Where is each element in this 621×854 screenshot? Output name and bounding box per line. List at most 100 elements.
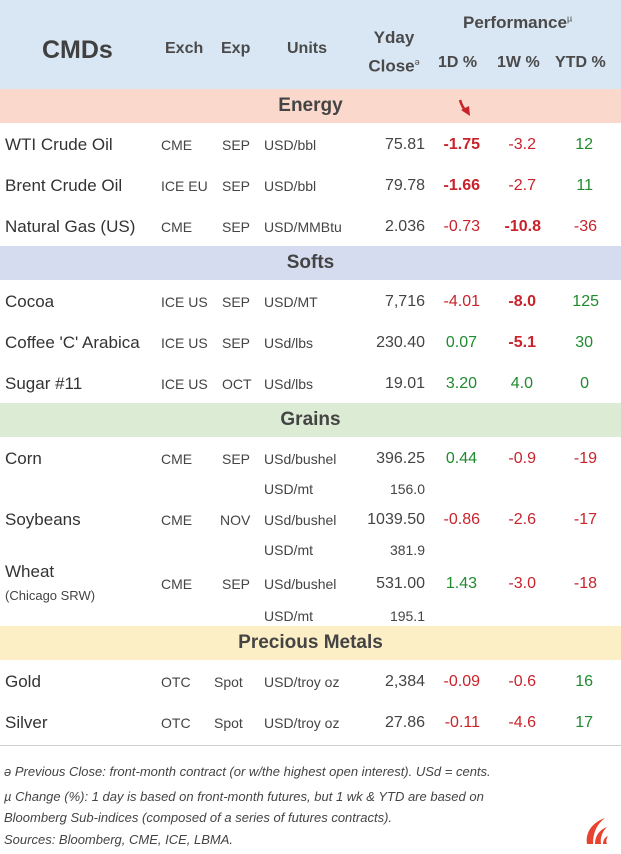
close-secondary: 195.1: [389, 608, 425, 624]
row-brent: Brent Crude Oil ICE EU SEP USD/bbl 79.78…: [0, 164, 621, 205]
exp: SEP: [222, 294, 251, 310]
change-1w: -5.1: [508, 334, 536, 351]
commodity-name: Natural Gas (US): [5, 217, 136, 236]
change-1w: -2.6: [508, 511, 536, 528]
exp: Spot: [214, 674, 243, 690]
row-natural-gas: Natural Gas (US) CME SEP USD/MMBtu 2.036…: [0, 205, 621, 246]
exch: CME: [161, 512, 193, 528]
section-energy: Energy: [0, 89, 621, 123]
note-change-cont: Bloomberg Sub-indices (composed of a ser…: [4, 810, 393, 825]
change-1w: -10.8: [504, 218, 541, 235]
row-soybeans: Soybeans CME NOV USd/bushel 1039.50 -0.8…: [0, 498, 621, 560]
change-1w: -3.2: [508, 136, 536, 153]
commodity-name: Sugar #11: [5, 374, 83, 393]
note-sources: Sources: Bloomberg, CME, ICE, LBMA.: [4, 832, 234, 847]
section-softs-label: Softs: [286, 252, 335, 273]
exch: ICE US: [161, 335, 208, 351]
section-precious-metals: Precious Metals: [0, 626, 621, 660]
change-1d: -0.11: [444, 714, 480, 731]
row-corn: Corn CME SEP USd/bushel 396.25 0.44 -0.9…: [0, 437, 621, 499]
col-1w: 1W %: [497, 54, 540, 71]
red-down-arrow-icon: [458, 99, 470, 116]
exch: CME: [161, 576, 193, 592]
exch: CME: [161, 451, 193, 467]
section-softs: Softs: [0, 246, 621, 280]
close: 27.86: [384, 714, 425, 731]
change-1d: -0.86: [443, 511, 480, 528]
change-1w: -8.0: [508, 293, 536, 310]
units: USD/troy oz: [264, 715, 340, 731]
change-1w: -0.9: [508, 450, 536, 467]
close: 7,716: [384, 293, 425, 310]
row-wheat: Wheat (Chicago SRW) CME SEP USd/bushel 5…: [0, 560, 621, 626]
performance-label: Performance: [463, 13, 567, 32]
change-1d: -1.66: [443, 177, 480, 194]
col-ytd: YTD %: [555, 54, 606, 71]
units-secondary: USD/mt: [264, 481, 313, 497]
exp: SEP: [222, 219, 251, 235]
footer-divider: [0, 745, 621, 746]
change-1w: 4.0: [510, 375, 533, 392]
exp: SEP: [222, 576, 251, 592]
exp: SEP: [222, 335, 251, 351]
close-secondary: 381.9: [389, 542, 425, 558]
commodity-name: Soybeans: [5, 510, 81, 529]
row-cocoa: Cocoa ICE US SEP USD/MT 7,716 -4.01 -8.0…: [0, 280, 621, 321]
yday-line1: Yday: [373, 28, 415, 47]
yday-close-label: Close: [368, 56, 415, 76]
section-grains: Grains: [0, 403, 621, 437]
yday-footnote-mark: ə: [414, 57, 420, 67]
units: USD/bbl: [264, 137, 317, 153]
close: 75.81: [384, 136, 425, 153]
row-wti: WTI Crude Oil CME SEP USD/bbl 75.81 -1.7…: [0, 123, 621, 164]
change-1w: -3.0: [508, 575, 536, 592]
units: USD/troy oz: [264, 674, 340, 690]
change-1w: -4.6: [508, 714, 536, 731]
change-1d: 3.20: [445, 375, 477, 392]
section-metals-label: Precious Metals: [238, 632, 383, 653]
change-1d: -0.09: [443, 673, 480, 690]
units: USd/bushel: [264, 576, 337, 592]
change-ytd: 11: [576, 177, 593, 194]
commodity-name: Wheat: [5, 562, 55, 581]
col-exp: Exp: [221, 40, 251, 57]
change-1d: 1.43: [445, 575, 477, 592]
row-coffee: Coffee 'C' Arabica ICE US SEP USd/lbs 23…: [0, 321, 621, 362]
close: 396.25: [376, 450, 425, 467]
units: USd/lbs: [264, 335, 314, 351]
change-ytd: 17: [575, 714, 593, 731]
commodity-name: Brent Crude Oil: [5, 176, 123, 195]
exch: ICE US: [161, 376, 208, 392]
commodity-name: Silver: [5, 713, 48, 732]
performance-footnote-mark: µ: [566, 13, 573, 24]
commodity-name: Coffee 'C' Arabica: [5, 333, 140, 352]
change-ytd: -17: [573, 511, 597, 528]
row-silver: Silver OTC Spot USD/troy oz 27.86 -0.11 …: [0, 701, 621, 742]
exp: NOV: [220, 512, 251, 528]
change-ytd: 0: [580, 375, 589, 392]
change-1w: -0.6: [508, 673, 536, 690]
change-1d: 0.07: [445, 334, 477, 351]
exch: OTC: [161, 715, 191, 731]
change-ytd: 16: [575, 673, 593, 690]
section-grains-label: Grains: [280, 409, 341, 430]
units-secondary: USD/mt: [264, 608, 313, 624]
units: USD/MT: [264, 294, 318, 310]
change-ytd: 12: [575, 136, 593, 153]
change-ytd: -19: [573, 450, 597, 467]
units: USd/bushel: [264, 512, 337, 528]
change-1d: 0.44: [445, 450, 477, 467]
commodity-name: Gold: [5, 672, 41, 691]
commodity-subname: (Chicago SRW): [5, 588, 96, 603]
close: 79.78: [384, 177, 425, 194]
units-secondary: USD/mt: [264, 542, 313, 558]
exch: CME: [161, 137, 193, 153]
units: USd/lbs: [264, 376, 314, 392]
section-energy-label: Energy: [278, 95, 343, 116]
performance-header: Performanceµ: [463, 13, 572, 33]
exch: ICE EU: [161, 178, 208, 194]
exp: OCT: [222, 376, 252, 392]
exp: SEP: [222, 178, 251, 194]
commodity-name: Corn: [5, 449, 42, 468]
flame-logo-icon: [586, 818, 608, 844]
